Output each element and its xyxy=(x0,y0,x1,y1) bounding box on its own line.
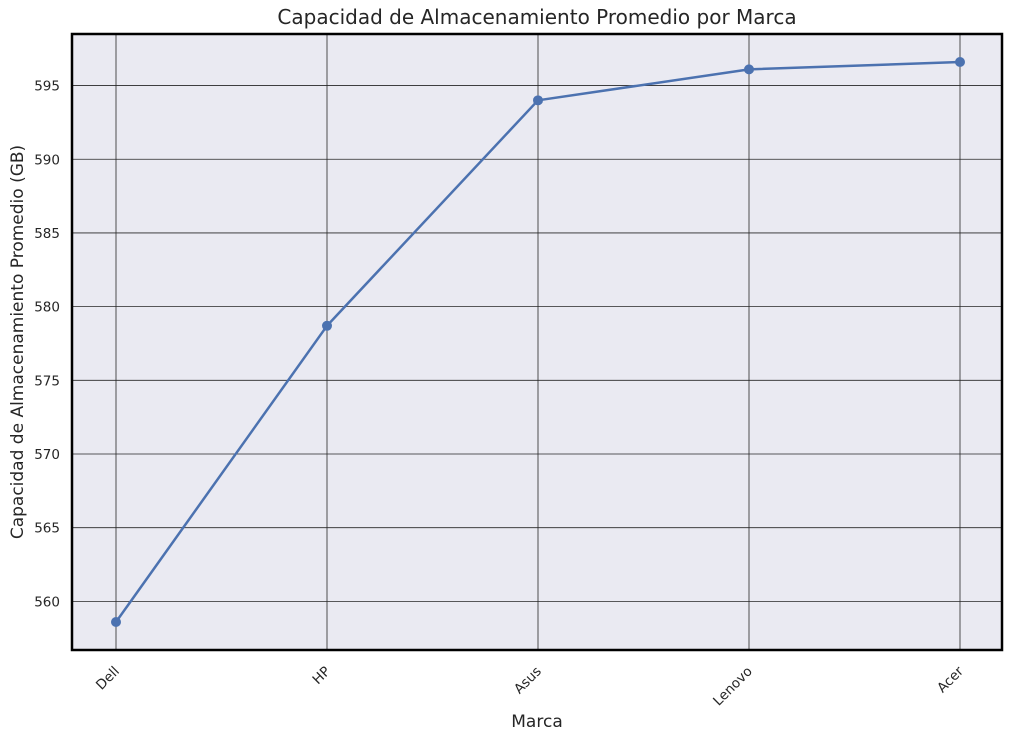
x-tick-label: Acer xyxy=(934,663,967,696)
x-tick-labels: Dell HP Asus Lenovo Acer xyxy=(93,663,967,709)
y-tick-label: 580 xyxy=(34,300,60,316)
plot-area xyxy=(72,34,1002,650)
chart-title: Capacidad de Almacenamiento Promedio por… xyxy=(277,5,796,29)
x-gridlines xyxy=(115,34,961,650)
data-point xyxy=(322,320,332,331)
y-axis-label: Capacidad de Almacenamiento Promedio (GB… xyxy=(8,145,28,539)
data-point xyxy=(533,95,543,106)
x-tick-label: Lenovo xyxy=(710,664,756,710)
y-tick-label: 590 xyxy=(34,152,60,168)
y-tick-label: 595 xyxy=(34,79,60,95)
y-tick-label: 565 xyxy=(34,521,60,537)
x-axis-label: Marca xyxy=(511,712,562,732)
data-points xyxy=(111,57,965,627)
y-gridlines xyxy=(72,85,1002,602)
x-tick-label: Asus xyxy=(511,664,545,698)
y-tick-label: 585 xyxy=(34,226,60,242)
y-tick-label: 560 xyxy=(34,594,60,610)
y-tick-labels: 560 565 570 575 580 585 590 595 xyxy=(34,79,60,611)
data-point xyxy=(111,617,121,627)
y-tick-label: 575 xyxy=(34,373,60,389)
data-point xyxy=(955,57,965,67)
data-point xyxy=(744,64,754,75)
x-tick-label: HP xyxy=(310,664,334,688)
y-tick-label: 570 xyxy=(34,447,60,463)
x-tick-label: Dell xyxy=(93,664,123,694)
plot-frame xyxy=(70,32,1004,652)
